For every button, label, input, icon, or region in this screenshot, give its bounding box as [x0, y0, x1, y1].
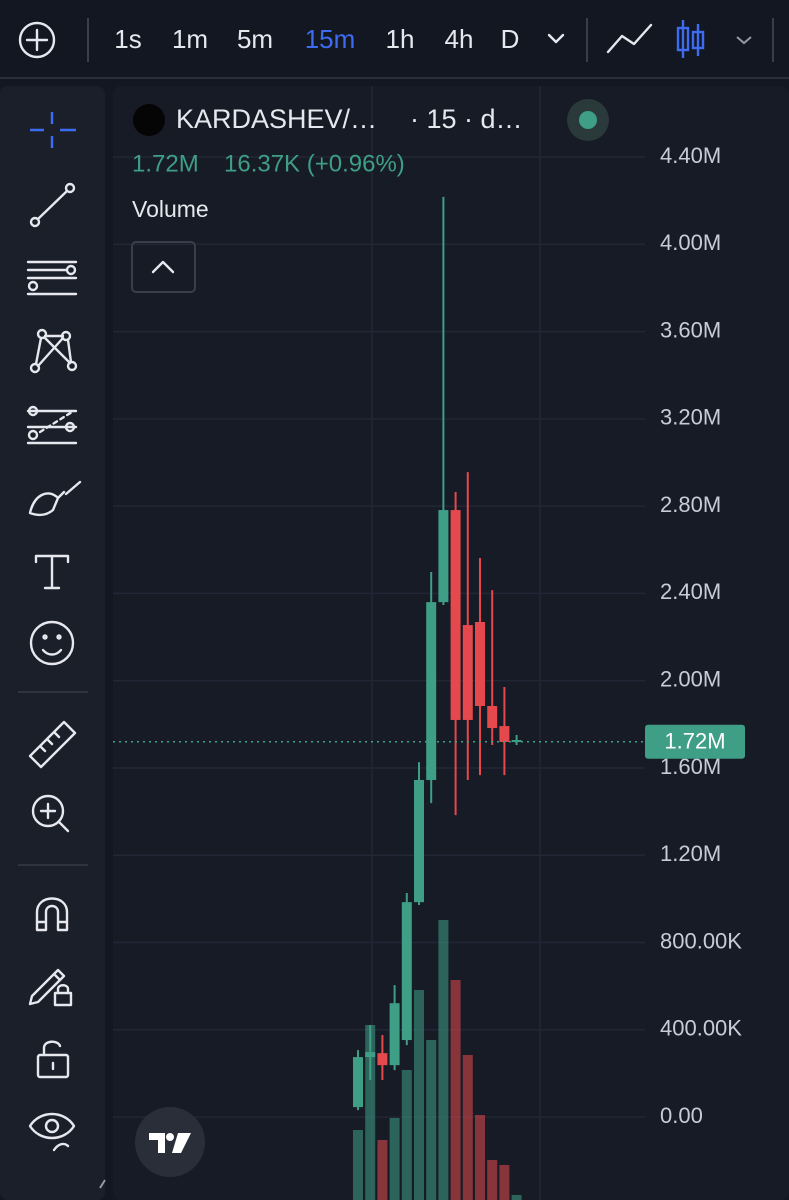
- crosshair-tool[interactable]: [30, 112, 76, 148]
- volume-bar: [475, 1115, 485, 1200]
- grid: [113, 86, 645, 1200]
- legend-change: 16.37K (+0.96%): [224, 150, 405, 177]
- candle-body: [426, 602, 437, 780]
- brush-tool[interactable]: [28, 480, 82, 517]
- y-tick-label: 3.20M: [660, 405, 721, 430]
- logo-mark: [149, 1133, 191, 1153]
- y-tick-label: 1.20M: [660, 841, 721, 866]
- candle-body: [365, 1052, 376, 1058]
- candle-body: [462, 625, 473, 720]
- timeframe-button[interactable]: D: [501, 24, 520, 54]
- timeframe-button[interactable]: 15m: [305, 24, 356, 54]
- volume-bar: [377, 1140, 388, 1200]
- plot: 0.00400.00K800.00K1.20M1.60M2.00M2.40M2.…: [113, 143, 745, 1200]
- y-tick-label: 400.00K: [660, 1016, 742, 1041]
- volume-bar: [365, 1025, 376, 1200]
- prediction-tool[interactable]: [26, 405, 78, 445]
- timeframe-dropdown[interactable]: [547, 33, 565, 44]
- chart-type-dropdown[interactable]: [736, 36, 752, 45]
- add-button[interactable]: [18, 21, 56, 59]
- y-tick-label: 4.40M: [660, 143, 721, 168]
- emoji-tool[interactable]: [29, 620, 75, 666]
- volume-bar: [438, 920, 449, 1200]
- y-tick-label: 800.00K: [660, 928, 742, 953]
- volume-bar: [462, 1055, 473, 1200]
- timeframe-button[interactable]: 4h: [445, 24, 474, 54]
- y-tick-label: 0.00: [660, 1103, 703, 1128]
- collapse-button[interactable]: [131, 241, 196, 293]
- drawing-tools: [18, 112, 106, 1189]
- volume-bar: [426, 1040, 437, 1200]
- collapse-icon: [151, 260, 175, 274]
- volume-bar: [499, 1165, 510, 1200]
- trend-line-tool[interactable]: [29, 182, 76, 228]
- logo-circle: [135, 1107, 205, 1177]
- timeframe-button[interactable]: 5m: [237, 24, 273, 54]
- candle-body: [487, 705, 498, 729]
- symbol-name[interactable]: KARDASHEV/…: [176, 104, 377, 134]
- legend-price: 1.72M: [132, 150, 199, 177]
- sidebar-handle: [99, 1179, 106, 1189]
- icon-body: [691, 30, 705, 50]
- pattern-tool[interactable]: [29, 328, 78, 374]
- candle-body: [438, 510, 449, 603]
- unlock-tool[interactable]: [36, 1040, 70, 1079]
- candle-body: [377, 1053, 388, 1066]
- candle-chart-icon[interactable]: [676, 20, 705, 58]
- indicator-name: Volume: [132, 196, 209, 222]
- fib-tool[interactable]: [26, 260, 78, 296]
- line-chart-icon[interactable]: [606, 23, 653, 54]
- timeframe-button[interactable]: 1h: [386, 24, 415, 54]
- zoom-tool[interactable]: [31, 794, 70, 833]
- candle-body: [499, 726, 510, 742]
- volume-bar: [511, 1195, 522, 1200]
- legend: KARDASHEV/… · 15 · d… 1.72M 16.37K (+0.9…: [131, 99, 609, 293]
- volume-bar: [353, 1130, 363, 1200]
- symbol-interval: · 15 · d…: [410, 104, 523, 134]
- candle-body: [450, 510, 461, 720]
- icon-body: [676, 26, 690, 52]
- candle-body: [475, 621, 485, 706]
- icon-wick: [681, 20, 700, 58]
- y-tick-label: 2.40M: [660, 579, 721, 604]
- candle-body: [389, 1003, 400, 1066]
- candle-body: [353, 1057, 363, 1108]
- toolbar: 1s 1m 5m 15m 1h 4h D: [0, 18, 789, 79]
- status-dot: [579, 111, 597, 129]
- plus-icon: [25, 28, 49, 52]
- y-tick-label: 2.00M: [660, 666, 721, 691]
- y-tick-label: 2.80M: [660, 492, 721, 517]
- volume-bar: [450, 980, 461, 1200]
- symbol-logo: [133, 104, 165, 136]
- tradingview-logo[interactable]: [135, 1107, 205, 1177]
- y-tick-label: 3.60M: [660, 317, 721, 342]
- candle-body: [414, 779, 424, 903]
- candle-body: [401, 902, 412, 1041]
- y-tick-label: 4.00M: [660, 230, 721, 255]
- volume-bar: [487, 1160, 498, 1200]
- magnet-tool[interactable]: [35, 897, 69, 932]
- sidebar: [0, 86, 105, 1200]
- last-price-label: 1.72M: [664, 729, 725, 754]
- lock-drawings-tool[interactable]: [28, 968, 73, 1007]
- text-tool[interactable]: [34, 554, 70, 590]
- volume-bar: [414, 990, 424, 1200]
- timeframe-button[interactable]: 1s: [114, 24, 141, 54]
- volume-bar: [401, 1070, 412, 1200]
- timeframe-button[interactable]: 1m: [172, 24, 208, 54]
- last-price-badge: [645, 724, 745, 759]
- ruler-tool[interactable]: [28, 720, 77, 769]
- volume-bar: [389, 1118, 400, 1200]
- visibility-tool[interactable]: [28, 1112, 76, 1152]
